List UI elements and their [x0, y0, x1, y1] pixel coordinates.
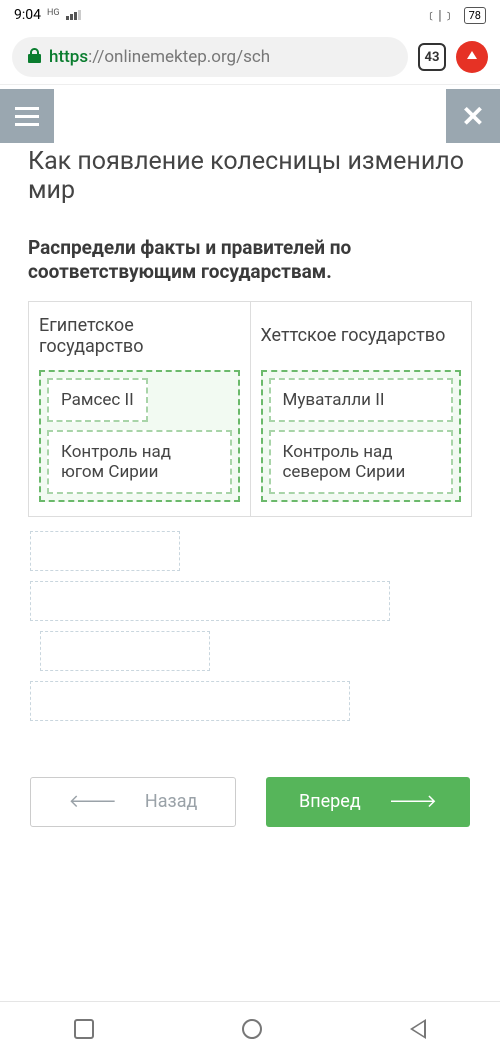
url-protocol: https	[49, 47, 88, 67]
system-nav-bar	[0, 1001, 500, 1055]
empty-slot[interactable]	[30, 681, 350, 721]
empty-slot[interactable]	[40, 631, 210, 671]
url-box[interactable]: https://onlinemektep.org/sch	[12, 37, 408, 77]
hamburger-icon	[15, 107, 39, 126]
forward-button[interactable]: Вперед 🡒	[266, 777, 470, 827]
chip-north-syria[interactable]: Контроль над севером Сирии	[269, 430, 454, 494]
empty-slot[interactable]	[30, 531, 180, 571]
clock: 9:04	[14, 7, 41, 23]
home-button[interactable]	[242, 1019, 262, 1039]
close-button[interactable]: ✕	[446, 89, 500, 143]
back-button[interactable]: 🡐 Назад	[30, 777, 236, 827]
sorting-table: Египетское государство Рамсес II Контрол…	[28, 301, 472, 517]
menu-button[interactable]	[0, 89, 54, 143]
browser-menu-button[interactable]	[456, 41, 488, 73]
recent-apps-button[interactable]	[74, 1019, 94, 1039]
page-title: Как появление колесницы изменило мир	[28, 148, 472, 206]
close-icon: ✕	[461, 100, 484, 133]
empty-slot[interactable]	[30, 581, 390, 621]
column-title-left: Египетское государство	[39, 312, 240, 360]
lock-icon	[28, 48, 41, 67]
chip-south-syria[interactable]: Контроль над югом Сирии	[47, 430, 232, 494]
arrow-right-icon: 🡒	[389, 791, 437, 812]
column-egypt: Египетское государство Рамсес II Контрол…	[29, 302, 251, 516]
drop-zone-left[interactable]: Рамсес II Контроль над югом Сирии	[39, 370, 240, 502]
chip-muwatalli[interactable]: Муваталли II	[269, 378, 454, 422]
column-title-right: Хеттское государство	[261, 312, 462, 360]
tab-count-button[interactable]: 43	[418, 43, 446, 71]
url-path: /sch	[236, 47, 270, 67]
signal-icon	[66, 10, 81, 20]
back-system-button[interactable]	[410, 1019, 426, 1039]
arrow-left-icon: 🡐	[69, 791, 117, 812]
question-text: Распредели факты и правителей по соответ…	[28, 236, 472, 285]
browser-bar: https://onlinemektep.org/sch 43	[0, 30, 500, 84]
chip-ramses[interactable]: Рамсес II	[47, 378, 148, 422]
source-slots	[28, 531, 472, 721]
url-host: ://onlinemektep.org	[88, 47, 236, 67]
back-label: Назад	[145, 791, 197, 812]
vibrate-icon: ﹝|﹞	[424, 5, 455, 25]
battery-icon: 78	[464, 7, 486, 24]
app-header: ✕	[0, 84, 500, 144]
status-bar: 9:04 HG ﹝|﹞ 78	[0, 0, 500, 30]
network-label: HG	[47, 8, 60, 18]
forward-label: Вперед	[299, 791, 361, 812]
column-hittite: Хеттское государство Муваталли II Контро…	[251, 302, 472, 516]
drop-zone-right[interactable]: Муваталли II Контроль над севером Сирии	[261, 370, 462, 502]
nav-buttons: 🡐 Назад Вперед 🡒	[28, 777, 472, 827]
